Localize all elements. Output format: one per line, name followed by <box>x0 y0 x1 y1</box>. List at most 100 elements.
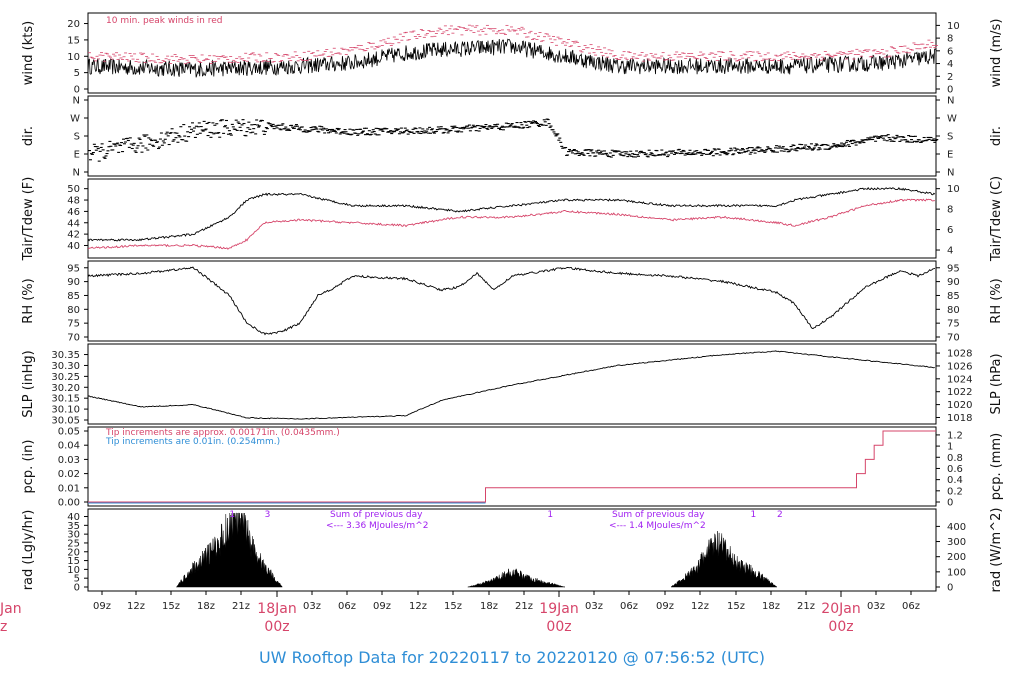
slp-rtick-label-1: 1020 <box>947 400 972 411</box>
x-tick-label-2: 15z <box>162 601 180 612</box>
slp-tick-label-2: 30.15 <box>51 394 80 405</box>
x-tick-label-1: 12z <box>127 601 145 612</box>
chart-title: UW Rooftop Data for 20220117 to 20220120… <box>258 648 766 667</box>
rh-ylabel: RH (%) <box>21 278 36 323</box>
rad-sum-title-2: Sum of previous day <box>612 510 705 520</box>
rh-tick-label-4: 90 <box>67 277 80 288</box>
dir-rtick-label-4: N <box>947 96 954 107</box>
x-tick-label-18: 21z <box>797 601 815 612</box>
dir-rtick-label-1: E <box>947 150 953 161</box>
rad-tick-label-6: 30 <box>67 530 80 541</box>
slp-rtick-label-3: 1024 <box>947 374 972 385</box>
rad-tick-label-0: 0 <box>74 583 80 594</box>
rad-rtick-label-4: 400 <box>947 522 966 533</box>
rad-mark-day3a: 1 <box>751 510 757 520</box>
slp-tick-label-4: 30.25 <box>51 372 80 383</box>
rad-tick-label-4: 20 <box>67 547 80 558</box>
day-label-cut: Jan <box>0 601 22 617</box>
dir-rtick-label-0: N <box>947 168 954 179</box>
wind-ylabel: wind (kts) <box>21 21 36 85</box>
tdew-line <box>87 198 935 250</box>
radiation-area-1 <box>467 568 566 588</box>
temp-rtick-label-3: 10 <box>947 184 960 195</box>
x-tick-label-9: 15z <box>444 601 462 612</box>
rh-tick-label-0: 70 <box>67 333 80 344</box>
rad-sum-value-1: <--- 3.36 MJoules/m^2 <box>326 521 428 531</box>
dir-rtick-label-2: S <box>947 132 953 143</box>
slp-tick-label-1: 30.10 <box>51 405 80 416</box>
temp-tick-label-4: 48 <box>67 196 80 207</box>
radiation-area-0 <box>175 512 283 588</box>
rad-sum-title-1: Sum of previous day <box>330 510 423 520</box>
x-tick-label-14: 09z <box>656 601 674 612</box>
x-tick-label-12: 03z <box>585 601 603 612</box>
dir-tick-label-0: N <box>73 168 80 179</box>
x-tick-label-10: 18z <box>480 601 498 612</box>
rh-tick-label-2: 80 <box>67 305 80 316</box>
wind-rtick-label-4: 8 <box>947 34 953 45</box>
rh-rtick-label-2: 80 <box>947 305 960 316</box>
pcp-tick-label-3: 0.03 <box>58 455 80 466</box>
rh-rtick-label-1: 75 <box>947 319 960 330</box>
pcp-red-step <box>88 430 936 503</box>
dir-tick-label-1: E <box>74 150 80 161</box>
temp-rtick-label-1: 6 <box>947 225 953 236</box>
slp-tick-label-6: 30.35 <box>51 350 80 361</box>
rad-tick-label-7: 35 <box>67 521 80 532</box>
dir-tick-label-3: W <box>70 114 80 125</box>
day-hour-label-0: 00z <box>264 619 289 635</box>
x-tick-label-11: 21z <box>515 601 533 612</box>
rh-line <box>87 266 936 336</box>
rad-tick-label-5: 25 <box>67 538 80 549</box>
x-tick-label-5: 03z <box>303 601 321 612</box>
day-hour-label-2: 00z <box>828 619 853 635</box>
temp-tick-label-3: 46 <box>67 207 80 218</box>
slp-rtick-label-2: 1022 <box>947 387 972 398</box>
x-tick-label-17: 18z <box>762 601 780 612</box>
day-hour-label-cut: z <box>0 619 7 635</box>
pcp-rtick-label-6: 1.2 <box>947 430 963 441</box>
x-tick-label-15: 12z <box>691 601 709 612</box>
x-tick-label-3: 18z <box>197 601 215 612</box>
slp-rtick-label-4: 1026 <box>947 361 972 372</box>
rad-ylabel: rad (Lgly/hr) <box>21 510 36 591</box>
tair-line <box>87 186 936 242</box>
x-tick-label-7: 09z <box>373 601 391 612</box>
rad-mark-day3b: 2 <box>777 510 783 520</box>
x-tick-label-0: 09z <box>93 601 111 612</box>
temp-rtick-label-0: 4 <box>947 246 953 257</box>
slp-ylabel: SLP (inHg) <box>21 350 36 418</box>
day-label-0: 18Jan <box>257 601 296 617</box>
rad-rtick-label-3: 300 <box>947 537 966 548</box>
panel-frame-4 <box>87 343 937 425</box>
rad-tick-label-3: 15 <box>67 556 80 567</box>
dir-ylabel-right: dir. <box>989 126 1004 146</box>
dir-tick-label-2: S <box>74 132 80 143</box>
rh-rtick-label-4: 90 <box>947 277 960 288</box>
day-label-1: 19Jan <box>539 601 578 617</box>
rad-mark-day2: 1 <box>547 510 553 520</box>
rh-rtick-label-3: 85 <box>947 291 960 302</box>
rad-mark-3: 3 <box>265 510 271 520</box>
slp-rtick-label-0: 1018 <box>947 413 972 424</box>
slp-rtick-label-5: 1028 <box>947 349 972 360</box>
pcp-tick-label-0: 0.00 <box>58 498 80 509</box>
dir-ylabel: dir. <box>21 126 36 146</box>
wind-tick-label-0: 0 <box>74 85 80 96</box>
pcp-rtick-label-3: 0.6 <box>947 464 963 475</box>
temp-tick-label-0: 40 <box>67 241 80 252</box>
pcp-tick-label-1: 0.01 <box>58 483 80 494</box>
x-tick-label-13: 06z <box>620 601 638 612</box>
x-tick-label-16: 15z <box>727 601 745 612</box>
rad-rtick-label-1: 100 <box>947 567 966 578</box>
wind-tick-label-2: 10 <box>67 52 80 63</box>
slp-tick-label-3: 30.20 <box>51 383 80 394</box>
pcp-rtick-label-1: 0.2 <box>947 486 963 497</box>
panel-frame-2 <box>87 178 937 259</box>
temp-tick-label-2: 44 <box>67 218 80 229</box>
wind-rtick-label-5: 10 <box>947 21 960 32</box>
rh-tick-label-3: 85 <box>67 291 80 302</box>
dir-rtick-label-3: W <box>947 114 957 125</box>
rad-rtick-label-2: 200 <box>947 552 966 563</box>
pcp-rtick-label-0: 0 <box>947 498 953 509</box>
